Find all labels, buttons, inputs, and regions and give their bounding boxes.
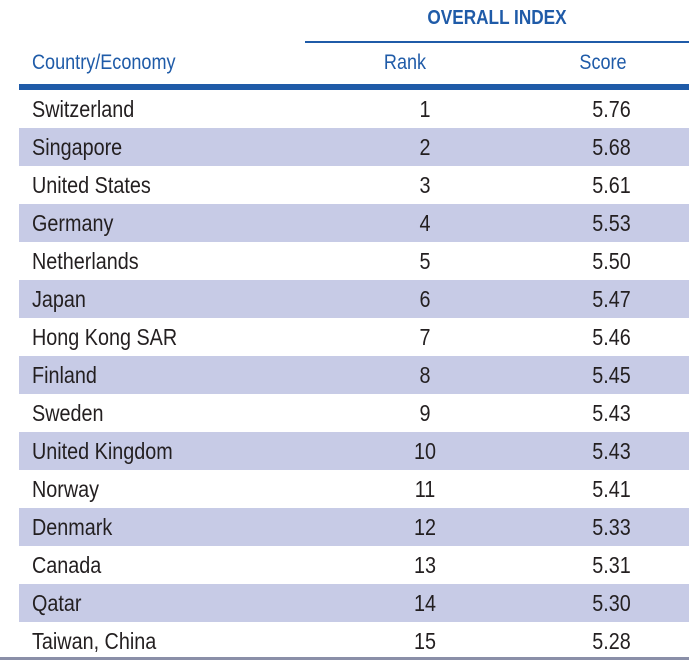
cell-country: Germany (32, 210, 114, 236)
cell-rank: 2 (419, 134, 431, 160)
cell-rank: 14 (413, 590, 437, 616)
cell-rank: 3 (419, 172, 431, 198)
bottom-cutoff-rule (0, 657, 689, 660)
cell-score: 5.76 (592, 96, 631, 122)
cell-country: Taiwan, China (32, 628, 157, 654)
cell-rank: 12 (413, 514, 437, 540)
overall-index-title: OVERALL INDEX (427, 7, 567, 29)
cell-country: Singapore (32, 134, 123, 160)
cell-score: 5.45 (592, 362, 631, 388)
cell-rank: 1 (419, 96, 431, 122)
cell-score: 5.28 (592, 628, 631, 654)
cell-rank: 15 (413, 628, 437, 654)
table-row: Norway 11 5.41 (19, 470, 689, 508)
table-row: Hong Kong SAR 7 5.46 (19, 318, 689, 356)
cell-rank: 4 (419, 210, 431, 236)
table-row: Taiwan, China 15 5.28 (19, 622, 689, 660)
cell-score: 5.46 (592, 324, 631, 350)
table-row: United States 3 5.61 (19, 166, 689, 204)
table-row: Singapore 2 5.68 (19, 128, 689, 166)
cell-score: 5.68 (592, 134, 631, 160)
cell-score: 5.33 (592, 514, 631, 540)
cell-rank: 8 (419, 362, 431, 388)
cell-rank: 5 (419, 248, 431, 274)
cell-rank: 13 (413, 552, 437, 578)
table-row: Finland 8 5.45 (19, 356, 689, 394)
cell-score: 5.41 (592, 476, 631, 502)
table-header: Country/Economy Rank Score (0, 48, 689, 78)
group-header-rule (305, 41, 689, 43)
cell-country: Sweden (32, 400, 104, 426)
table-row: Qatar 14 5.30 (19, 584, 689, 622)
cell-rank: 9 (419, 400, 431, 426)
cell-country: Norway (32, 476, 100, 502)
table-row: Japan 6 5.47 (19, 280, 689, 318)
table-row: Denmark 12 5.33 (19, 508, 689, 546)
cell-score: 5.43 (592, 400, 631, 426)
cell-country: Japan (32, 286, 86, 312)
cell-score: 5.50 (592, 248, 631, 274)
table-row: Germany 4 5.53 (19, 204, 689, 242)
cell-rank: 10 (413, 438, 437, 464)
cell-score: 5.43 (592, 438, 631, 464)
cell-score: 5.47 (592, 286, 631, 312)
cell-country: Netherlands (32, 248, 139, 274)
cell-country: Finland (32, 362, 97, 388)
cell-rank: 11 (414, 476, 436, 502)
cell-country: Qatar (32, 590, 82, 616)
column-header-rank: Rank (383, 51, 427, 74)
cell-score: 5.31 (592, 552, 631, 578)
column-header-score: Score (579, 51, 627, 74)
cell-rank: 6 (419, 286, 431, 312)
cell-rank: 7 (419, 324, 431, 350)
cell-score: 5.53 (592, 210, 631, 236)
table-row: Canada 13 5.31 (19, 546, 689, 584)
cell-country: Hong Kong SAR (32, 324, 178, 350)
table-body: Switzerland 1 5.76 Singapore 2 5.68 United Sta… (19, 90, 689, 660)
cell-score: 5.61 (592, 172, 631, 198)
table-row: Sweden 9 5.43 (19, 394, 689, 432)
table-row: Switzerland 1 5.76 (19, 90, 689, 128)
column-header-country: Country/Economy (32, 51, 176, 74)
cell-country: Denmark (32, 514, 113, 540)
table-row: Netherlands 5 5.50 (19, 242, 689, 280)
cell-score: 5.30 (592, 590, 631, 616)
cell-country: United States (32, 172, 151, 198)
table-row: United Kingdom 10 5.43 (19, 432, 689, 470)
header-divider (19, 84, 689, 90)
cell-country: United Kingdom (32, 438, 173, 464)
cell-country: Switzerland (32, 96, 135, 122)
cell-country: Canada (32, 552, 102, 578)
